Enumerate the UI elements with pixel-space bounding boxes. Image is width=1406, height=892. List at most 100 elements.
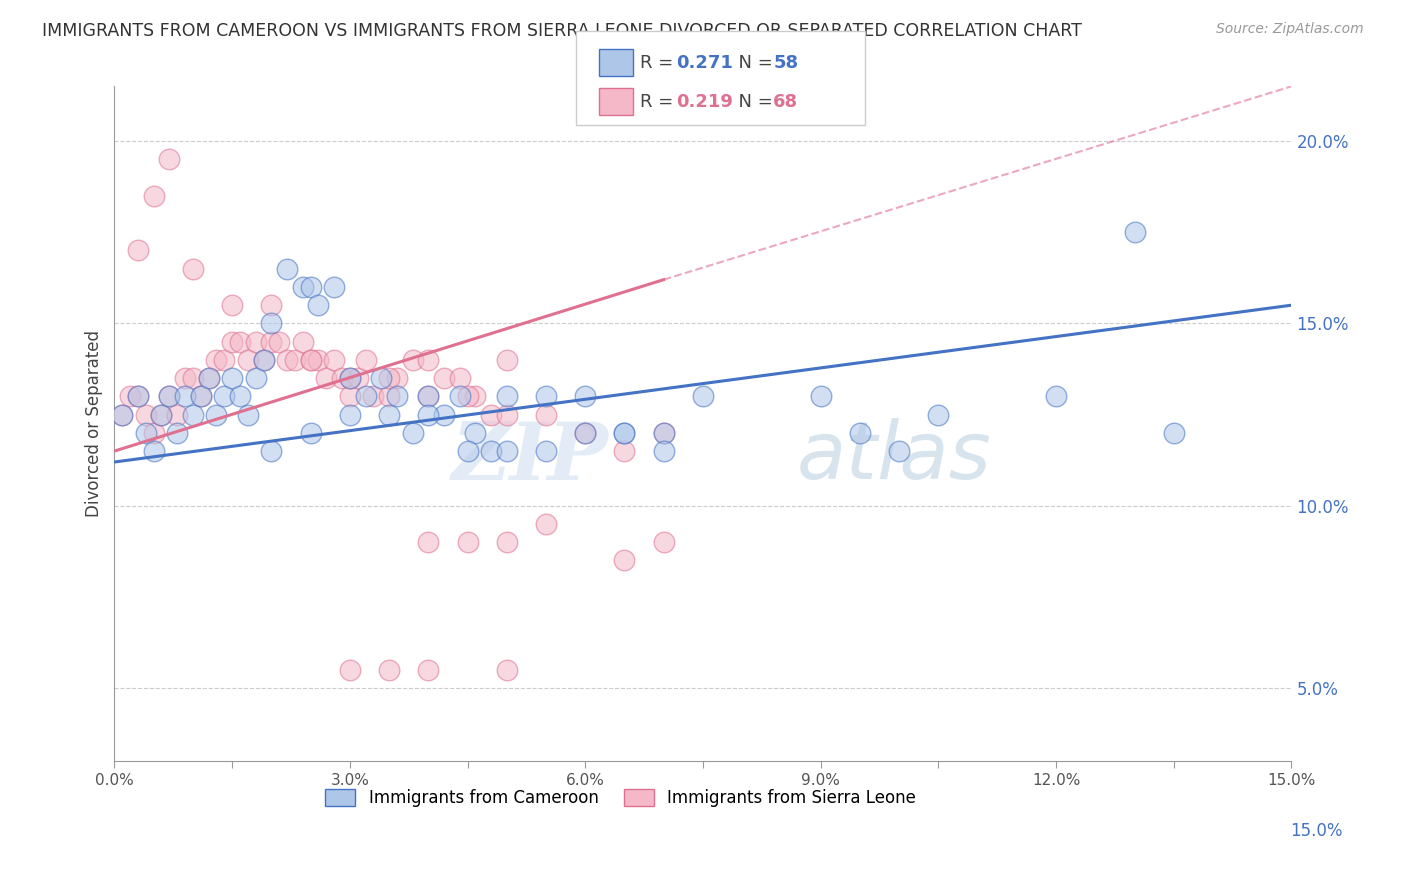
Point xyxy=(221,334,243,349)
Point xyxy=(378,389,401,403)
Point xyxy=(299,425,322,440)
Point xyxy=(401,425,423,440)
Point xyxy=(127,389,149,403)
Point xyxy=(534,516,557,531)
Point xyxy=(613,425,636,440)
Point xyxy=(229,334,252,349)
Point xyxy=(495,408,517,422)
Point xyxy=(205,408,228,422)
Point xyxy=(495,663,517,677)
Point xyxy=(613,444,636,458)
Point xyxy=(495,352,517,367)
Point xyxy=(339,663,361,677)
Point xyxy=(495,535,517,549)
Legend: Immigrants from Cameroon, Immigrants from Sierra Leone: Immigrants from Cameroon, Immigrants fro… xyxy=(319,782,922,814)
Point xyxy=(495,444,517,458)
Point xyxy=(339,371,361,385)
Point xyxy=(174,371,197,385)
Point xyxy=(276,261,298,276)
Point xyxy=(245,334,267,349)
Point xyxy=(1163,425,1185,440)
Point xyxy=(127,244,149,258)
Point xyxy=(418,352,440,367)
Y-axis label: Divorced or Separated: Divorced or Separated xyxy=(86,330,103,517)
Point xyxy=(534,444,557,458)
Point xyxy=(652,425,675,440)
Point xyxy=(464,425,486,440)
Point xyxy=(613,425,636,440)
Point xyxy=(205,352,228,367)
Point xyxy=(142,188,165,202)
Point xyxy=(315,371,337,385)
Point xyxy=(190,389,212,403)
Text: 0.271: 0.271 xyxy=(676,54,733,71)
Point xyxy=(269,334,291,349)
Point xyxy=(120,389,142,403)
Point xyxy=(574,425,596,440)
Point xyxy=(652,444,675,458)
Point xyxy=(418,389,440,403)
Point xyxy=(887,444,910,458)
Point xyxy=(370,371,392,385)
Point xyxy=(534,408,557,422)
Text: 58: 58 xyxy=(773,54,799,71)
Point xyxy=(245,371,267,385)
Point xyxy=(190,389,212,403)
Text: R =: R = xyxy=(640,54,679,71)
Point xyxy=(157,389,180,403)
Point xyxy=(252,352,274,367)
Point xyxy=(299,280,322,294)
Point xyxy=(613,553,636,567)
Point xyxy=(457,444,479,458)
Point xyxy=(385,371,408,385)
Point xyxy=(260,444,283,458)
Point xyxy=(236,408,259,422)
Point xyxy=(299,352,322,367)
Point xyxy=(418,389,440,403)
Point xyxy=(449,371,471,385)
Point xyxy=(433,371,456,385)
Point xyxy=(135,425,157,440)
Point xyxy=(339,408,361,422)
Point xyxy=(495,389,517,403)
Point xyxy=(418,663,440,677)
Point xyxy=(229,389,252,403)
Point xyxy=(142,444,165,458)
Text: atlas: atlas xyxy=(797,418,991,497)
Point xyxy=(260,317,283,331)
Point xyxy=(574,425,596,440)
Point xyxy=(276,352,298,367)
Point xyxy=(166,425,188,440)
Point xyxy=(378,371,401,385)
Point xyxy=(378,408,401,422)
Point xyxy=(849,425,872,440)
Point xyxy=(299,352,322,367)
Point xyxy=(810,389,832,403)
Point xyxy=(260,334,283,349)
Text: R =: R = xyxy=(640,93,679,111)
Point xyxy=(385,389,408,403)
Text: 15.0%: 15.0% xyxy=(1291,822,1343,840)
Point xyxy=(291,334,314,349)
Point xyxy=(111,408,134,422)
Point xyxy=(127,389,149,403)
Point xyxy=(479,408,502,422)
Point xyxy=(1123,225,1146,239)
Point xyxy=(174,389,197,403)
Point xyxy=(252,352,274,367)
Point xyxy=(652,535,675,549)
Point xyxy=(157,153,180,167)
Point xyxy=(1045,389,1067,403)
Point xyxy=(449,389,471,403)
Point xyxy=(574,389,596,403)
Point xyxy=(214,352,236,367)
Point xyxy=(418,535,440,549)
Point xyxy=(221,371,243,385)
Point xyxy=(464,389,486,403)
Point xyxy=(652,425,675,440)
Text: ZIP: ZIP xyxy=(451,418,609,496)
Point xyxy=(221,298,243,312)
Text: Source: ZipAtlas.com: Source: ZipAtlas.com xyxy=(1216,22,1364,37)
Point xyxy=(166,408,188,422)
Point xyxy=(181,371,204,385)
